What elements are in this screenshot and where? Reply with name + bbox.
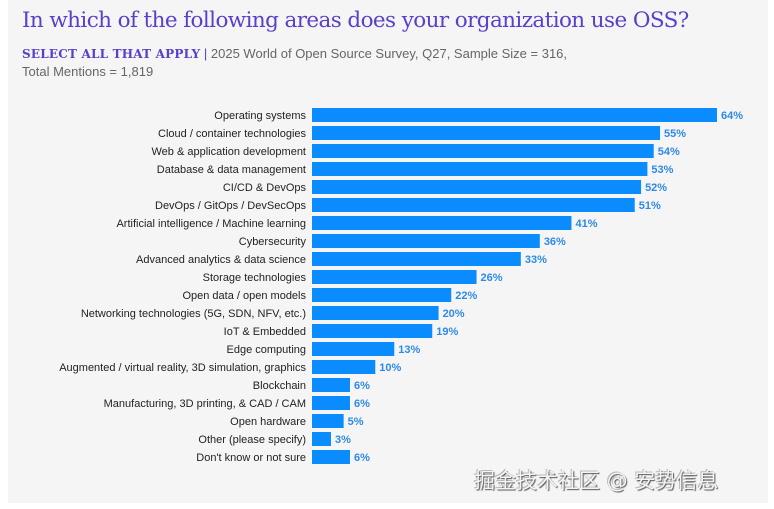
bar bbox=[312, 342, 395, 356]
category-label: Blockchain bbox=[253, 380, 306, 392]
value-label: 5% bbox=[348, 416, 364, 428]
bar bbox=[312, 234, 540, 248]
value-label: 22% bbox=[455, 290, 477, 302]
value-label: 55% bbox=[664, 128, 686, 140]
category-label: Storage technologies bbox=[203, 272, 307, 284]
bar bbox=[312, 252, 521, 266]
total-mentions: Total Mentions = 1,819 bbox=[22, 64, 154, 79]
category-label: Database & data management bbox=[157, 164, 306, 176]
value-label: 6% bbox=[354, 398, 370, 410]
category-label: Augmented / virtual reality, 3D simulati… bbox=[59, 362, 306, 374]
bar bbox=[312, 180, 642, 194]
category-label: Operating systems bbox=[214, 110, 306, 122]
bar bbox=[312, 432, 331, 446]
category-label: Edge computing bbox=[227, 344, 307, 356]
value-label: 33% bbox=[525, 254, 547, 266]
value-label: 6% bbox=[354, 452, 370, 464]
value-label: 3% bbox=[335, 434, 351, 446]
category-label: Web & application development bbox=[151, 146, 306, 158]
bar bbox=[312, 414, 344, 428]
category-label: Open data / open models bbox=[182, 290, 306, 302]
select-all-label: SELECT ALL THAT APPLY bbox=[22, 47, 201, 61]
chart-panel bbox=[8, 0, 768, 503]
bar bbox=[312, 216, 572, 230]
bar bbox=[312, 126, 661, 140]
bar bbox=[312, 108, 717, 122]
category-label: Don't know or not sure bbox=[196, 452, 306, 464]
value-label: 51% bbox=[639, 200, 661, 212]
bar bbox=[312, 162, 648, 176]
category-label: Artificial intelligence / Machine learni… bbox=[116, 218, 306, 230]
value-label: 53% bbox=[651, 164, 673, 176]
category-label: DevOps / GitOps / DevSecOps bbox=[155, 200, 306, 212]
bar bbox=[312, 450, 350, 464]
bar bbox=[312, 198, 635, 212]
value-label: 20% bbox=[443, 308, 465, 320]
category-label: IoT & Embedded bbox=[224, 326, 306, 338]
value-label: 52% bbox=[645, 182, 667, 194]
value-label: 54% bbox=[658, 146, 680, 158]
page-title: In which of the following areas does you… bbox=[22, 8, 689, 33]
category-label: Networking technologies (5G, SDN, NFV, e… bbox=[81, 308, 306, 320]
value-label: 26% bbox=[481, 272, 503, 284]
value-label: 41% bbox=[575, 218, 597, 230]
bar bbox=[312, 144, 654, 158]
category-label: Other (please specify) bbox=[198, 434, 306, 446]
value-label: 13% bbox=[398, 344, 420, 356]
value-label: 10% bbox=[379, 362, 401, 374]
bar bbox=[312, 396, 350, 410]
bar bbox=[312, 270, 477, 284]
survey-source: 2025 World of Open Source Survey, Q27, S… bbox=[210, 46, 568, 61]
category-label: Open hardware bbox=[230, 416, 306, 428]
watermark: 掘金技术社区 @ 安势信息 bbox=[474, 469, 719, 493]
bar bbox=[312, 360, 376, 374]
bar bbox=[312, 324, 433, 338]
value-label: 19% bbox=[436, 326, 458, 338]
value-label: 36% bbox=[544, 236, 566, 248]
separator: | bbox=[203, 46, 208, 61]
category-label: CI/CD & DevOps bbox=[223, 182, 307, 194]
bar bbox=[312, 306, 439, 320]
subtitle: SELECT ALL THAT APPLY | 2025 World of Op… bbox=[22, 45, 642, 80]
value-label: 6% bbox=[354, 380, 370, 392]
category-label: Cloud / container technologies bbox=[158, 128, 306, 140]
category-label: Advanced analytics & data science bbox=[136, 254, 306, 266]
category-label: Cybersecurity bbox=[239, 236, 307, 248]
value-label: 64% bbox=[721, 110, 743, 122]
bar bbox=[312, 378, 350, 392]
bar bbox=[312, 288, 452, 302]
category-label: Manufacturing, 3D printing, & CAD / CAM bbox=[104, 398, 306, 410]
